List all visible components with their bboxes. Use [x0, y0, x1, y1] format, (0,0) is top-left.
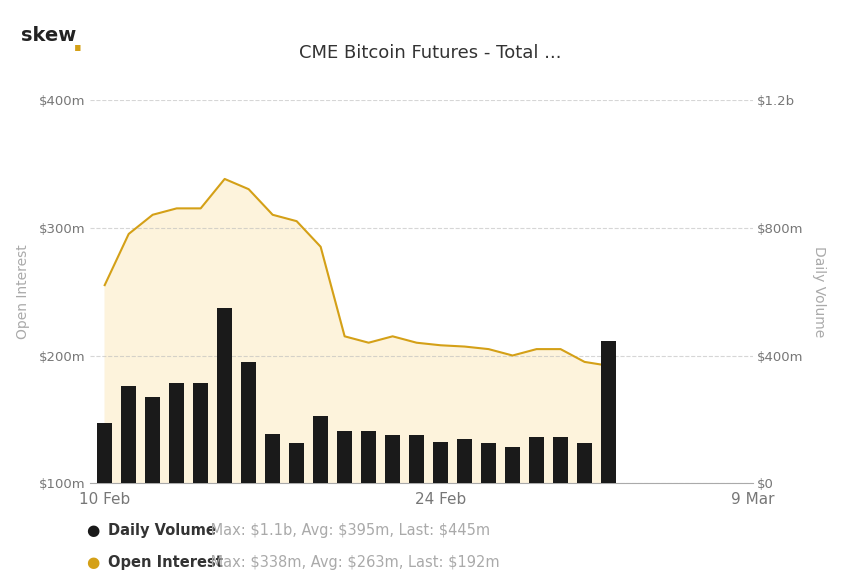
Bar — [384, 435, 401, 483]
Bar — [457, 439, 472, 483]
Bar — [169, 383, 185, 483]
Bar — [553, 437, 568, 483]
Bar — [361, 431, 377, 483]
Bar — [337, 431, 353, 483]
Bar — [144, 397, 161, 483]
Bar — [121, 386, 137, 483]
Bar — [433, 442, 448, 483]
Bar — [97, 423, 113, 483]
Text: Max: $1.1b, Avg: $395m, Last: $445m: Max: $1.1b, Avg: $395m, Last: $445m — [206, 523, 490, 538]
Text: ●: ● — [86, 555, 99, 570]
Text: Max: $338m, Avg: $263m, Last: $192m: Max: $338m, Avg: $263m, Last: $192m — [206, 555, 500, 570]
Text: Daily Volume: Daily Volume — [108, 523, 215, 538]
Bar — [313, 416, 329, 483]
Text: Open Interest: Open Interest — [108, 555, 223, 570]
Text: ●: ● — [86, 523, 99, 538]
Bar — [408, 435, 424, 483]
Bar — [193, 383, 208, 483]
Text: CME Bitcoin Futures - Total ...: CME Bitcoin Futures - Total ... — [298, 43, 562, 62]
Bar — [265, 434, 280, 483]
Bar — [481, 444, 496, 483]
Y-axis label: Open Interest: Open Interest — [16, 244, 30, 339]
Text: .: . — [71, 28, 83, 57]
Bar — [601, 341, 617, 483]
Bar — [217, 308, 232, 483]
Y-axis label: Daily Volume: Daily Volume — [812, 246, 826, 337]
Bar — [529, 437, 544, 483]
Bar — [505, 447, 520, 483]
Bar — [577, 444, 593, 483]
Bar — [289, 444, 304, 483]
Text: skew: skew — [22, 26, 77, 45]
Bar — [241, 362, 256, 483]
